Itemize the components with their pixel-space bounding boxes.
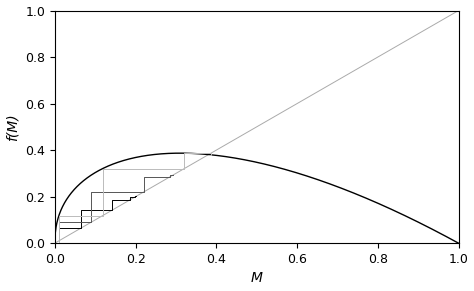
X-axis label: M: M (251, 272, 263, 285)
Y-axis label: f(M): f(M) (6, 113, 19, 141)
